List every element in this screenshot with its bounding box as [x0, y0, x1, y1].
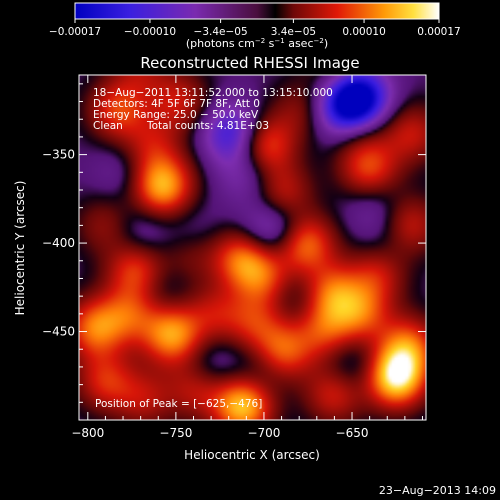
colorbar-tick-label-3: 3.4e−05	[271, 26, 316, 38]
x-tick-label-0: −800	[71, 426, 104, 440]
colorbar-tick-label-1: −0.00010	[124, 26, 176, 38]
heatmap-source-37	[358, 97, 360, 99]
heatmap-source-30	[196, 387, 198, 389]
y-tick-label-1: −400	[42, 236, 75, 250]
y-axis: −350 −400 −450	[42, 83, 426, 403]
annotation-block: 18−Aug−2011 13:11:52.000 to 13:15:10.000…	[93, 87, 333, 410]
annotation-detectors: Detectors: 4F 5F 6F 7F 8F, Att 0	[93, 98, 260, 110]
heatmap-source-33	[395, 376, 397, 378]
annotation-clean: Clean	[93, 120, 123, 132]
heatmap-source-7	[302, 109, 304, 111]
colorbar: −0.00017 −0.00010 −3.4e−05 3.4e−05 0.00010 0.…	[49, 2, 461, 50]
heatmap-source-5	[263, 145, 265, 147]
heatmap-source-12	[104, 224, 106, 226]
heatmap-source-4	[206, 168, 208, 170]
heatmap-source-22	[171, 334, 173, 336]
heatmap-source-10	[407, 224, 409, 226]
heatmap-source-19	[375, 274, 377, 276]
heatmap-source-16	[263, 277, 265, 279]
heatmap-source-8	[358, 132, 360, 134]
heatmap-image	[79, 75, 426, 420]
heatmap-raster	[79, 75, 426, 420]
heatmap-source-26	[323, 330, 325, 332]
x-tick-label-2: −700	[247, 426, 280, 440]
colorbar-gradient	[75, 3, 439, 19]
heatmap-source-52	[157, 286, 159, 288]
x-tick-label-1: −750	[159, 426, 192, 440]
chart-title: Reconstructed RHESSI Image	[140, 54, 359, 72]
heatmap-source-25	[280, 352, 282, 354]
footer-date: 23−Aug−2013 14:09	[379, 484, 496, 497]
x-axis: −800 −750 −700 −650	[71, 75, 423, 440]
y-tick-label-2: −450	[42, 325, 75, 339]
heatmap-source-11	[411, 132, 413, 134]
heatmap-source-50	[210, 366, 212, 368]
heatmap-source-24	[254, 321, 256, 323]
colorbar-tick-label-0: −0.00017	[49, 26, 101, 38]
annotation-energy: Energy Range: 25.0 − 50.0 keV	[93, 109, 259, 121]
y-tick-label-0: −350	[42, 148, 75, 162]
colorbar-tick-label-2: −3.4e−05	[194, 26, 248, 38]
heatmap-source-28	[104, 380, 106, 382]
heatmap-source-53	[298, 295, 300, 297]
annotation-counts: Total counts: 4.81E+03	[146, 120, 269, 132]
heatmap-source-14	[191, 251, 193, 253]
colorbar-unit-label: (photons cm−2 s−1 asec−2)	[186, 37, 328, 50]
heatmap-source-13	[136, 268, 138, 270]
heatmap-source-40	[210, 168, 212, 170]
heatmap-source-46	[386, 233, 388, 235]
heatmap-source-18	[330, 291, 332, 293]
y-axis-label: Heliocentric Y (arcsec)	[13, 181, 27, 316]
heatmap-source-20	[94, 327, 96, 329]
heatmap-source-1	[150, 145, 152, 147]
colorbar-tick-label-5: 0.00017	[417, 26, 460, 38]
heatmap-source-51	[351, 366, 353, 368]
heatmap-source-6	[280, 192, 282, 194]
heatmap-source-15	[242, 256, 244, 258]
heatmap-source-45	[372, 198, 374, 200]
x-tick-label-3: −650	[336, 426, 369, 440]
heatmap-source-39	[231, 132, 233, 134]
heatmap-source-23	[213, 313, 215, 315]
heatmap-source-48	[122, 171, 124, 173]
heatmap-source-34	[407, 344, 409, 346]
heatmap-source-47	[139, 233, 141, 235]
heatmap-source-9	[368, 171, 370, 173]
annotation-time-range: 18−Aug−2011 13:11:52.000 to 13:15:10.000	[93, 87, 333, 99]
heatmap-source-21	[129, 313, 131, 315]
heatmap-source-27	[360, 313, 362, 315]
heatmap-source-41	[250, 175, 252, 177]
x-axis-label: Heliocentric X (arcsec)	[184, 448, 320, 462]
heatmap-source-3	[161, 185, 163, 187]
colorbar-tick-label-4: 0.00010	[342, 26, 385, 38]
heatmap-source-43	[280, 224, 282, 226]
plot-frame	[78, 74, 427, 421]
annotation-peak: Position of Peak = [−625,−476]	[95, 398, 262, 410]
heatmap-source-38	[340, 109, 342, 111]
heatmap-source-44	[263, 233, 265, 235]
heatmap-source-17	[303, 242, 305, 244]
heatmap-source-32	[333, 392, 335, 394]
heatmap-source-49	[263, 366, 265, 368]
colorbar-frame	[74, 2, 440, 20]
heatmap-source-42	[192, 238, 194, 240]
